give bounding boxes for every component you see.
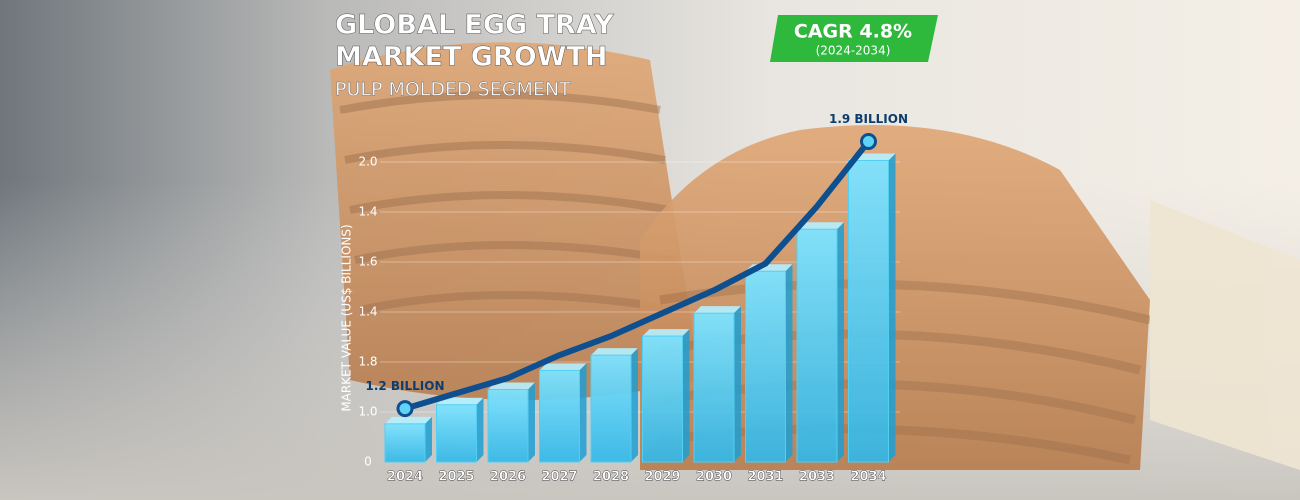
bar <box>745 270 786 463</box>
bar <box>539 369 580 463</box>
y-axis-label: MARKET VALUE (US$ BILLIONS) <box>340 224 354 411</box>
bar <box>796 228 838 463</box>
bar <box>848 160 889 463</box>
y-tick-label: 1.6 <box>358 255 377 269</box>
bar-side <box>888 153 896 462</box>
bar-top <box>694 306 741 314</box>
chart-title: MARKET GROWTH <box>335 42 607 73</box>
bar-side <box>425 416 432 462</box>
x-tick-label: 2033 <box>799 470 835 485</box>
x-tick-label: 2024 <box>387 470 423 485</box>
cagr-badge <box>770 15 938 62</box>
y-tick-label: 0 <box>364 455 372 469</box>
badge-subtitle: (2024-2034) <box>816 44 891 58</box>
bar-top <box>539 363 587 371</box>
bar <box>436 404 477 463</box>
bar-side <box>785 264 793 462</box>
bar-side <box>476 397 484 462</box>
x-tick-label: 2029 <box>644 470 680 485</box>
bar <box>642 335 683 463</box>
annotation: 1.9 BILLION <box>829 112 908 126</box>
bar-side <box>682 329 690 462</box>
line-marker <box>860 132 877 150</box>
chart-title: GLOBAL EGG TRAY <box>335 10 614 41</box>
y-tick-label: 1.4 <box>358 205 377 219</box>
egg-tray-stack-left <box>330 42 700 400</box>
line <box>402 138 872 412</box>
x-tick-label: 2026 <box>490 470 526 485</box>
bar <box>693 312 735 463</box>
bar <box>487 388 529 463</box>
overlay: 0 1.0 1.8 1.4 1.6 1.4 2.0 1.2 BILLION 1.9 BILLIO… <box>358 112 908 485</box>
x-tick-label: 2028 <box>593 470 629 485</box>
y-tick-label: 2.0 <box>358 155 377 169</box>
bar-top <box>591 348 638 356</box>
bar-top <box>385 416 432 424</box>
bar-top <box>642 329 690 337</box>
badge-title: CAGR 4.8% <box>794 21 912 43</box>
x-tick-label: 2025 <box>438 470 474 485</box>
bar <box>590 354 632 463</box>
bar-side <box>837 222 844 462</box>
bar-top <box>436 397 484 405</box>
bar <box>384 423 426 463</box>
bar-side <box>528 382 535 462</box>
y-tick-label: 1.0 <box>358 405 377 419</box>
x-tick-label: 2031 <box>747 470 783 485</box>
annotation: 1.2 BILLION <box>365 379 444 393</box>
bar-side <box>734 306 741 462</box>
x-tick-label: 2030 <box>696 470 732 485</box>
y-tick-label: 1.4 <box>358 305 377 319</box>
bar-top <box>488 382 535 390</box>
bars <box>384 153 896 463</box>
y-tick-label: 1.8 <box>358 355 377 369</box>
x-tick-label: 2034 <box>850 470 886 485</box>
bar-top <box>797 222 844 230</box>
x-tick-label: 2027 <box>541 470 577 485</box>
line-marker <box>396 400 414 418</box>
bar-side <box>631 348 638 462</box>
chart-subtitle: PULP MOLDED SEGMENT <box>335 79 571 101</box>
bar-side <box>579 363 587 462</box>
